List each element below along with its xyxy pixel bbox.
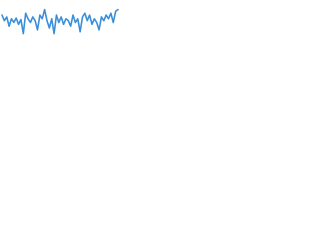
page: {"chart_data": {"type": "line", "color":… — [0, 0, 120, 45]
sparkline-chart — [1, 8, 119, 35]
line — [1, 8, 119, 35]
